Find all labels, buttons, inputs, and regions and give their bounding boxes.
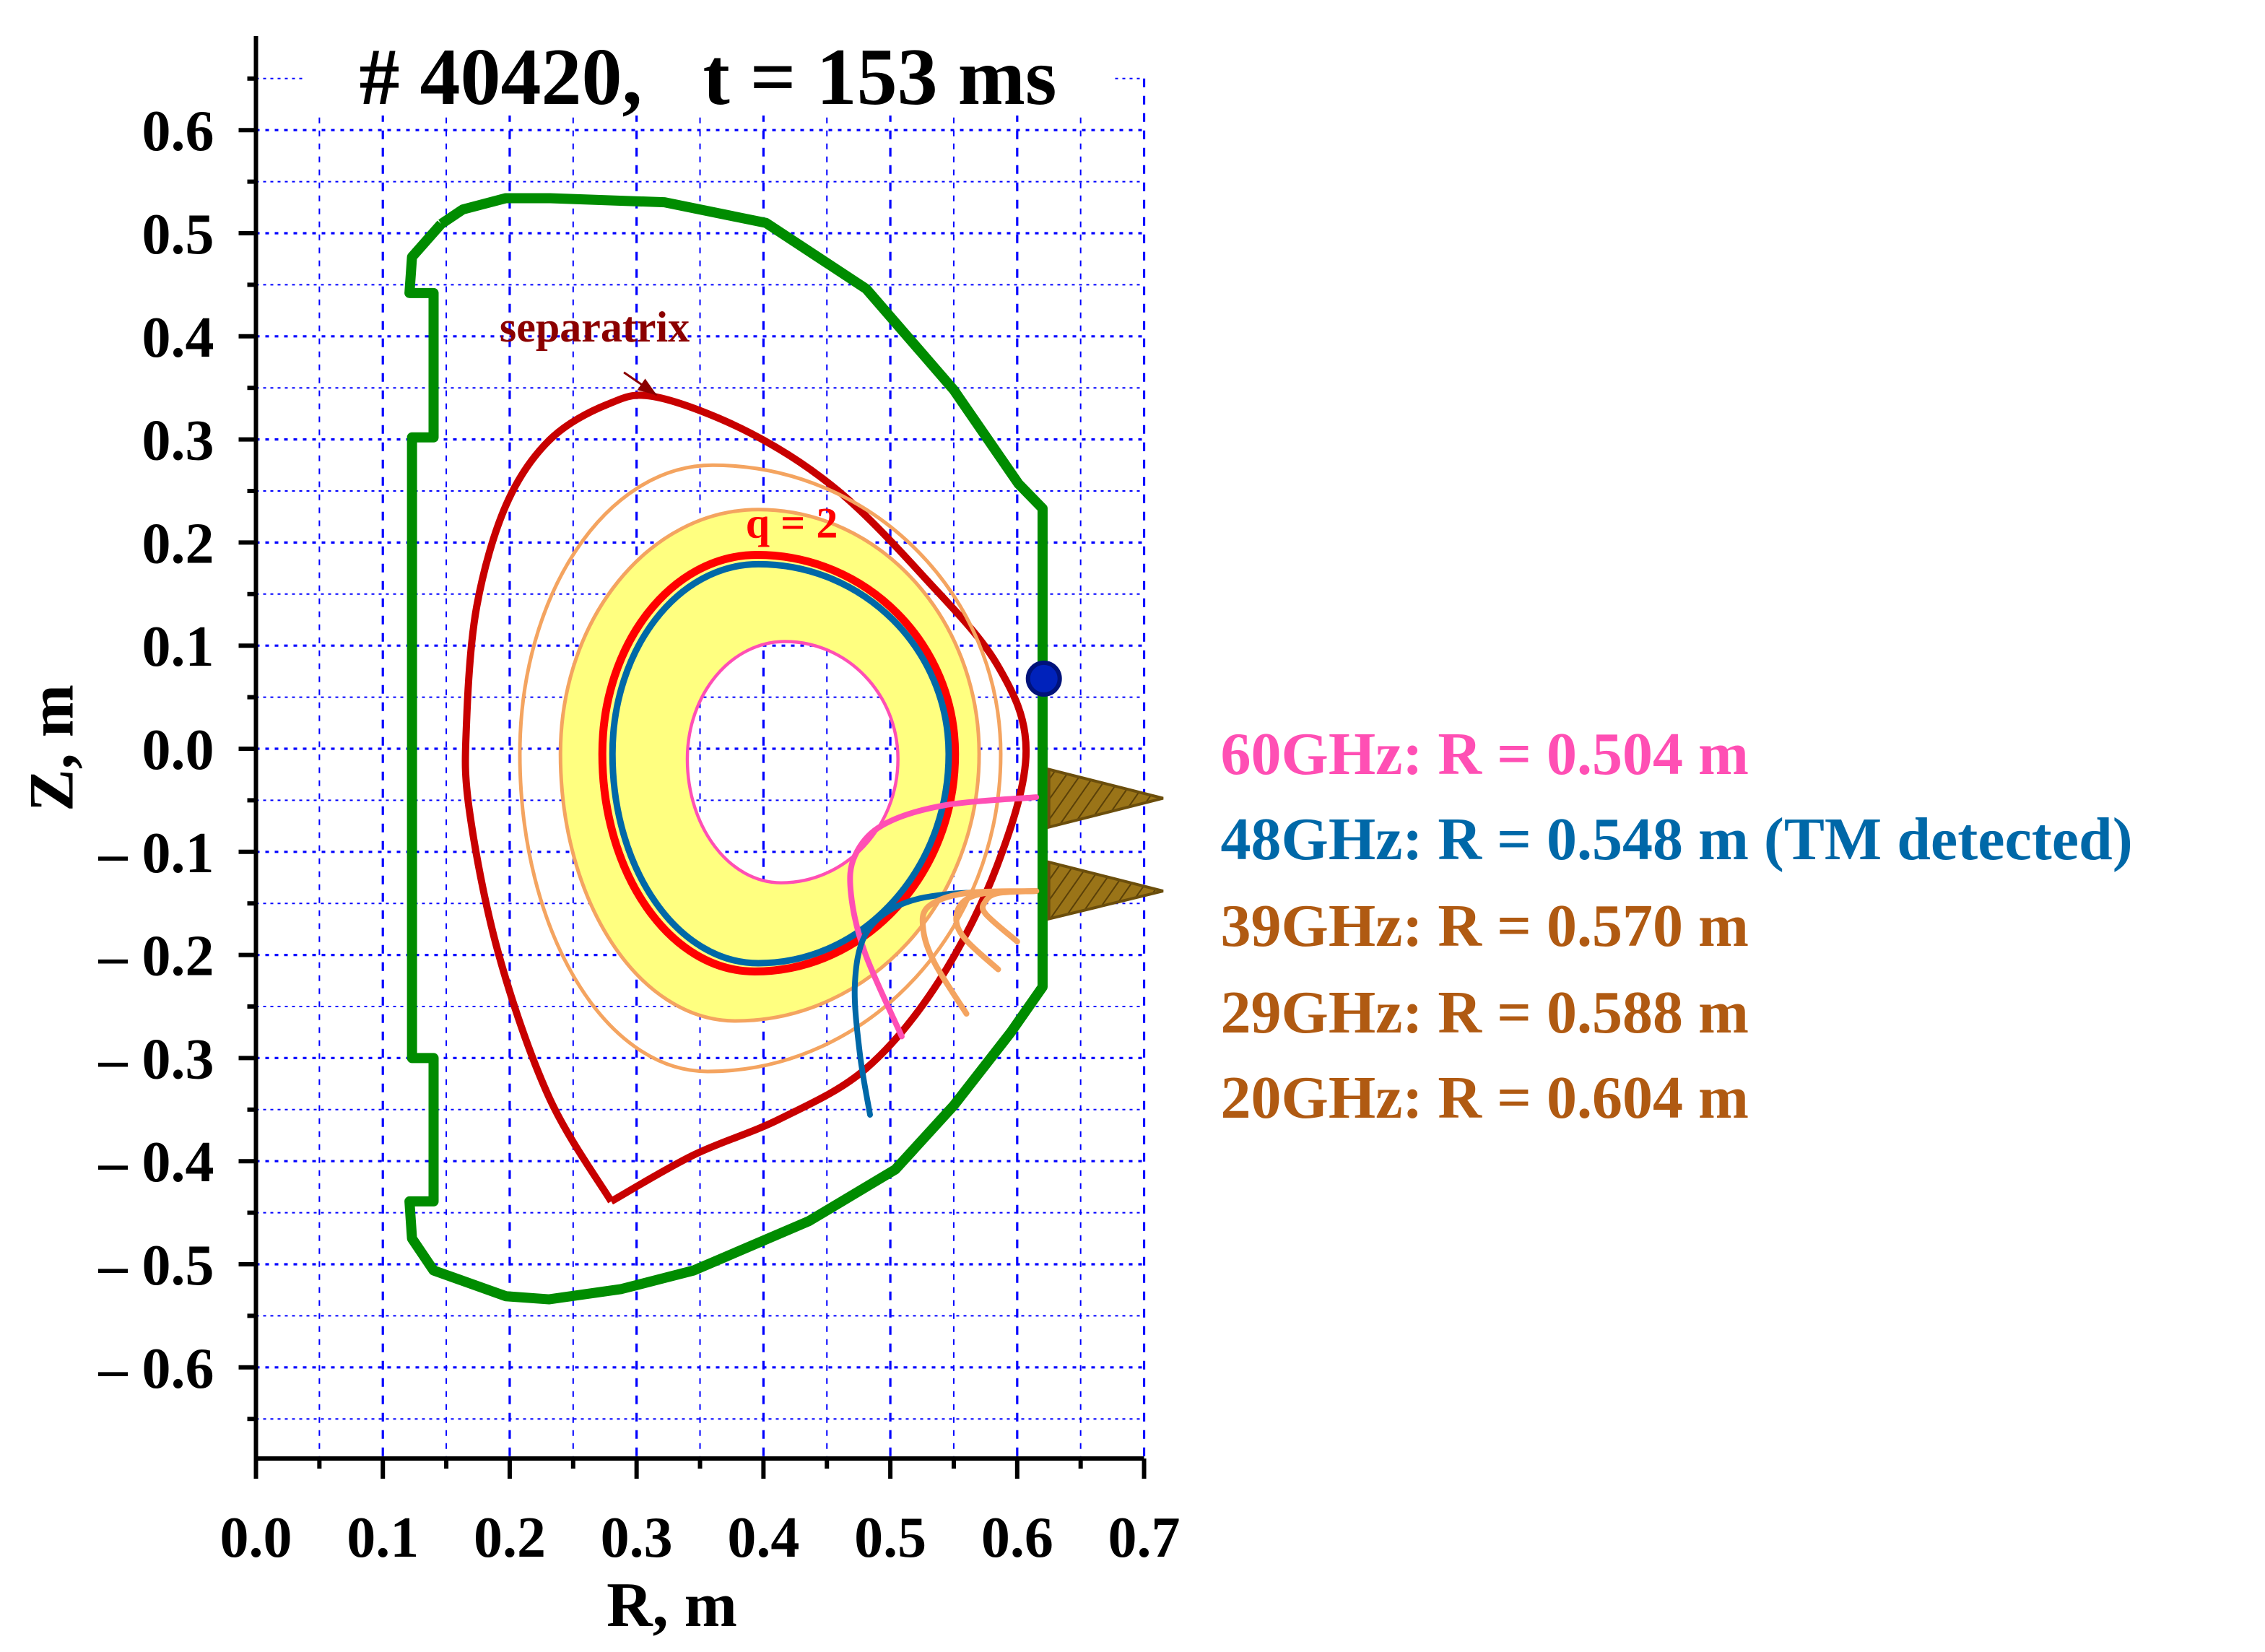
legend-entry-60ghz: 60GHz: R = 0.504 m [1221, 721, 1749, 788]
y-tick-label: – 0.3 [98, 1027, 214, 1091]
separatrix-arrowhead [637, 378, 657, 396]
y-tick-label: – 0.6 [98, 1337, 214, 1401]
y-tick-label: – 0.2 [98, 925, 214, 988]
x-tick-label: 0.2 [474, 1506, 546, 1570]
separatrix-label: separatrix [500, 303, 690, 351]
y-tick-label: 0.3 [142, 409, 214, 473]
legend-entry-48ghz: 48GHz: R = 0.548 m (TM detected) [1221, 806, 2133, 873]
y-tick-label: 0.1 [142, 615, 214, 679]
y-tick-label: 0.6 [142, 100, 214, 163]
legend-entry-20ghz: 20GHz: R = 0.604 m [1221, 1064, 1749, 1131]
grid [256, 77, 1146, 1458]
ray-60ghz [847, 794, 1040, 1040]
legend-entry-29ghz: 29GHz: R = 0.588 m [1221, 979, 1749, 1046]
y-tick-label: 0.2 [142, 512, 214, 575]
x-tick-label: 0.6 [981, 1506, 1053, 1570]
ray-20ghz [979, 888, 1040, 945]
x-tick-label: 0.0 [220, 1506, 292, 1570]
x-tick-label: 0.3 [601, 1506, 673, 1570]
flux-surface-ch60 [685, 640, 900, 884]
probe-marker [1025, 660, 1062, 697]
flux-surface-q2 [598, 551, 960, 975]
antenna-horn-2 [1047, 860, 1164, 921]
title-background [306, 20, 1116, 116]
plasma-core-fill [560, 509, 980, 1021]
legend-entry-39ghz: 39GHz: R = 0.570 m [1221, 892, 1749, 960]
y-tick-label: 0.4 [142, 306, 214, 370]
y-tick-label: – 0.1 [98, 822, 214, 885]
y-axis-label: Z, m [17, 684, 87, 812]
flux-surface-ch48 [609, 560, 952, 967]
antenna-horn-1 [1047, 767, 1164, 830]
axes: 0.6 0.5 0.4 0.3 0.2 0.1 0.0 – 0.1 – 0.2 – 0.3 – 0.… [98, 36, 1181, 1570]
plot-marks [404, 193, 1164, 1305]
chart-title: # 40420, t = 153 ms [360, 32, 1057, 122]
flux-surface-ch39 [558, 508, 981, 1023]
separatrix-curve [461, 391, 1030, 1205]
y-tick-label: 0.0 [142, 718, 214, 782]
q2-label: q = 2 [746, 499, 838, 547]
x-axis-label: R, m [607, 1570, 737, 1640]
x-tick-label: 0.1 [347, 1506, 419, 1570]
legend: 60GHz: R = 0.504 m 48GHz: R = 0.548 m (T… [1221, 721, 2133, 1131]
flux-surface-ch29 [518, 463, 1003, 1074]
y-tick-label: – 0.5 [98, 1234, 214, 1297]
x-tick-label: 0.5 [854, 1506, 926, 1570]
vacuum-vessel-wall [404, 193, 1048, 1305]
x-tick-label: 0.4 [727, 1506, 799, 1570]
x-tick-label: 0.7 [1108, 1506, 1181, 1570]
y-tick-label: 0.5 [142, 203, 214, 266]
y-tick-label: – 0.4 [98, 1131, 214, 1194]
